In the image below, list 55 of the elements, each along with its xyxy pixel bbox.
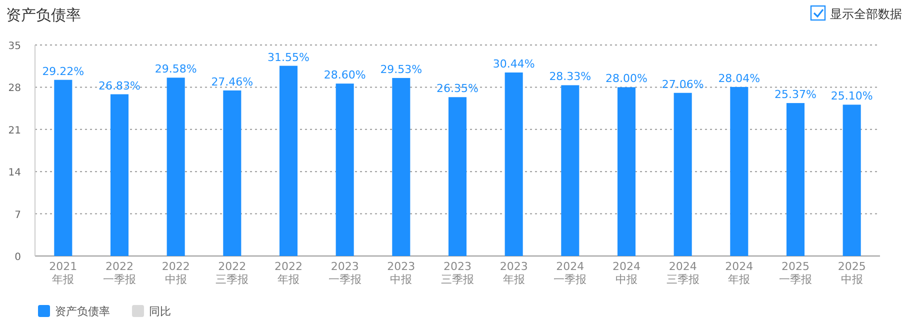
bar [561,85,580,256]
y-tick-label: 7 [14,210,21,221]
x-tick-label: 2024 三季报 [666,260,700,286]
x-tick-label: 2022 中报 [162,260,190,286]
x-tick-label: 2025 中报 [838,260,866,286]
bar [336,84,354,256]
bar [110,94,129,256]
data-label: 26.83% [98,79,140,92]
data-label: 31.55% [268,50,310,64]
bar [842,104,861,256]
data-label: 29.58% [154,62,197,76]
bar [279,66,298,256]
data-label: 25.10% [830,90,873,103]
data-label: 26.35% [436,82,478,96]
chart-title: 资产负债率 [6,6,81,24]
bar [223,90,242,256]
y-tick-label: 28 [8,83,21,94]
legend-label: 同比 [149,305,171,318]
x-tick-label: 2024 年报 [725,260,754,286]
x-tick-label: 2022 三季报 [216,260,249,286]
y-tick-label: 21 [8,125,21,136]
data-label: 25.37% [774,88,816,102]
x-tick-label: 2021 年报 [49,260,78,286]
data-label: 30.44% [492,57,535,70]
legend-label: 资产负债率 [55,305,110,318]
data-label: 29.53% [380,62,422,76]
x-tick-label: 2024 一季报 [554,260,587,286]
data-label: 27.06% [662,78,704,91]
text: 显示全部数据 [830,7,902,21]
bar [448,97,467,256]
bar [617,87,636,256]
bar [730,86,748,256]
data-label: 28.00% [606,72,648,86]
x-tick-label: 2022 年报 [274,260,302,286]
x-tick-label: 2023 三季报 [441,260,474,286]
bar [504,72,523,256]
y-tick-label: 0 [14,252,21,263]
data-label: 29.22% [42,64,84,78]
bar [166,78,185,256]
data-label: 28.33% [549,70,592,84]
x-tick-label: 2024 中报 [612,260,640,286]
bar [54,80,72,256]
bar [786,103,805,256]
data-label: 28.60% [324,68,366,82]
data-label: 27.46% [211,75,254,88]
x-tick-label: 2025 一季报 [779,260,812,286]
x-tick-label: 2023 一季报 [328,260,362,286]
bar [392,78,410,256]
data-label: 28.04% [718,72,760,85]
x-tick-label: 2023 年报 [500,260,528,286]
x-tick-label: 2023 中报 [387,260,416,286]
y-tick-label: 35 [8,41,21,52]
bar [674,92,692,256]
y-tick-label: 14 [8,168,21,179]
x-tick-label: 2022 一季报 [103,260,136,286]
